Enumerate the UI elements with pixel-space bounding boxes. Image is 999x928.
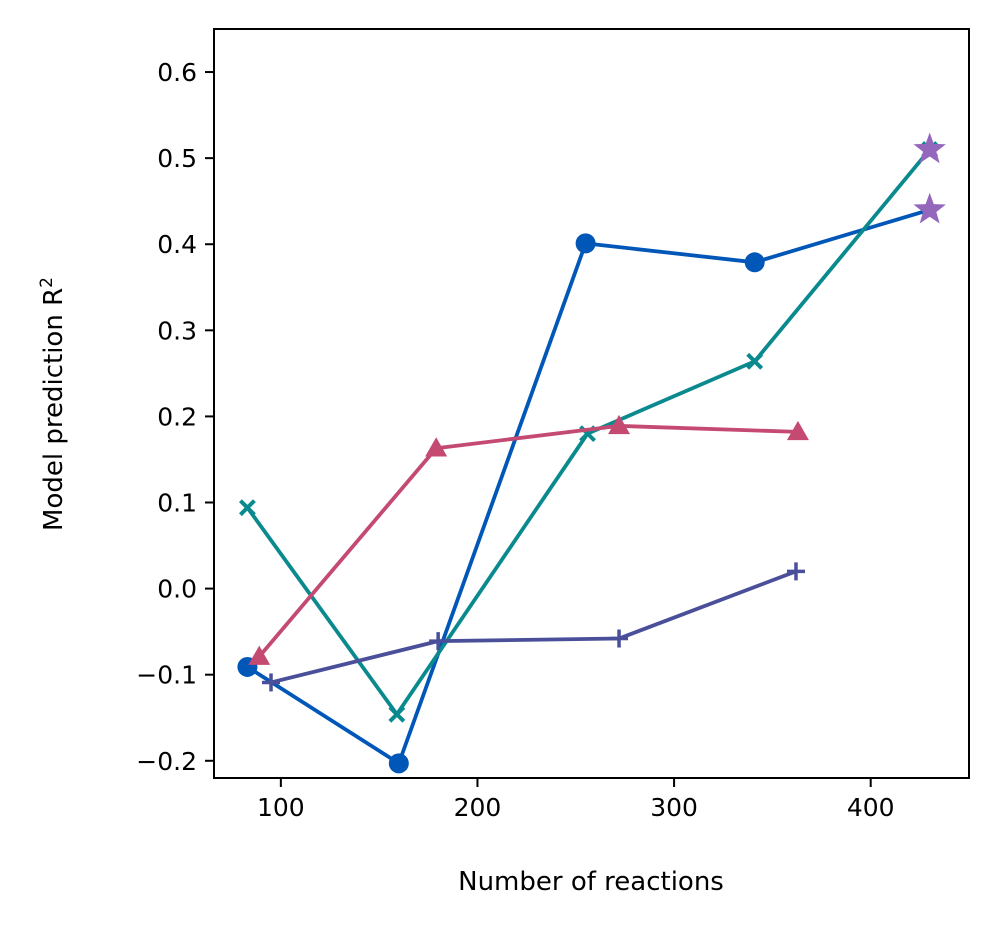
x-tick-label: 400 [847,793,895,822]
plus-marker [786,562,805,581]
star-marker [913,192,946,224]
x-marker [388,705,406,723]
star-marker [913,132,946,164]
y-tick-label: 0.2 [157,402,197,431]
series-4 [262,562,805,692]
y-tick-label: 0.1 [157,489,197,518]
circle-marker [575,233,596,254]
x-marker [239,499,256,517]
x-tick-label: 100 [257,793,305,822]
x-marker [746,352,764,370]
x-tick-label: 200 [454,793,502,822]
plus-marker [429,632,448,651]
triangle-marker [425,437,448,457]
circle-marker [388,753,409,774]
series-2 [239,141,939,723]
series-5 [913,132,946,224]
axis-ticks: 100 200 300 400 −0.2 −0.1 0.0 0.1 0.2 0.3 0.4 0.5 0.… [136,58,894,822]
x-axis-label: Number of reactions [458,867,724,897]
series-0 [237,233,765,774]
series-1 [752,207,932,265]
x-marker-stroke [746,352,764,370]
plus-marker [262,673,281,692]
x-marker-stroke [388,705,406,723]
y-tick-label: −0.1 [136,661,197,690]
y-tick-label: 0.0 [157,575,197,604]
triangle-marker [608,414,631,435]
y-tick-label: 0.4 [157,230,197,259]
y-axis-label-superscript: 2 [37,277,57,288]
triangle-marker [786,420,809,441]
y-tick-label: 0.6 [157,58,197,87]
triangle-marker [248,645,271,665]
y-tick-label: 0.3 [157,316,197,345]
series-line [245,241,757,766]
series-line [752,207,932,265]
series-line [257,423,800,659]
y-axis-label: Model prediction R2 [37,277,69,531]
y-tick-label: 0.5 [157,144,197,173]
series-3 [248,414,809,665]
plus-marker [610,629,629,648]
series-layer [237,132,946,774]
y-axis-label-text: Model prediction R [39,288,69,531]
series-line [269,569,798,685]
x-marker-stroke [239,499,256,517]
x-tick-label: 300 [650,793,698,822]
plot-area-frame [213,28,970,779]
y-tick-label: −0.2 [136,747,197,776]
